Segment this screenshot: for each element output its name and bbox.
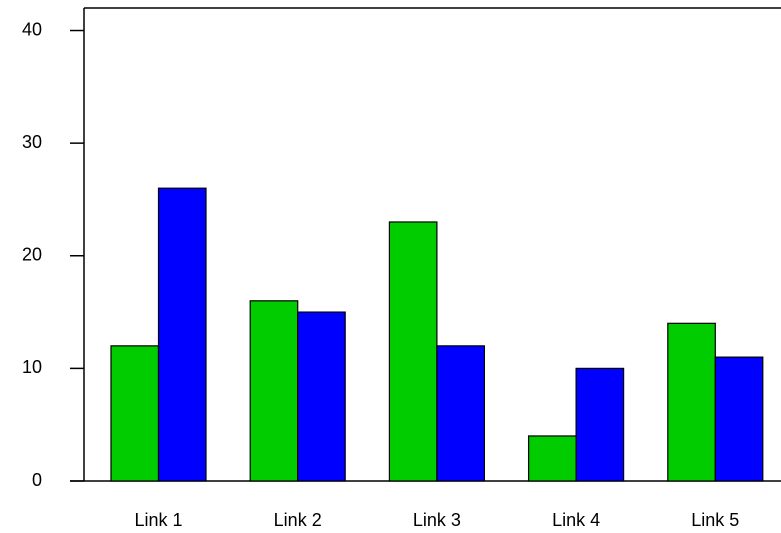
y-tick-label: 10 (22, 357, 42, 377)
y-tick-label: 30 (22, 132, 42, 152)
y-tick-label: 0 (32, 470, 42, 490)
x-tick-label: Link 5 (691, 510, 739, 530)
y-tick-label: 40 (22, 19, 42, 39)
bar (575, 367, 625, 482)
x-tick-label: Link 1 (134, 510, 182, 530)
bar (667, 322, 716, 482)
bar (388, 221, 438, 482)
bar (297, 311, 346, 482)
y-tick-label: 20 (22, 245, 42, 265)
bar (527, 435, 577, 482)
bar (436, 345, 485, 482)
bar (110, 345, 160, 482)
bar (249, 300, 299, 482)
x-tick-label: Link 4 (552, 510, 600, 530)
x-tick-label: Link 3 (413, 510, 461, 530)
x-tick-label: Link 2 (274, 510, 322, 530)
bar (714, 356, 764, 482)
bar (157, 187, 207, 482)
